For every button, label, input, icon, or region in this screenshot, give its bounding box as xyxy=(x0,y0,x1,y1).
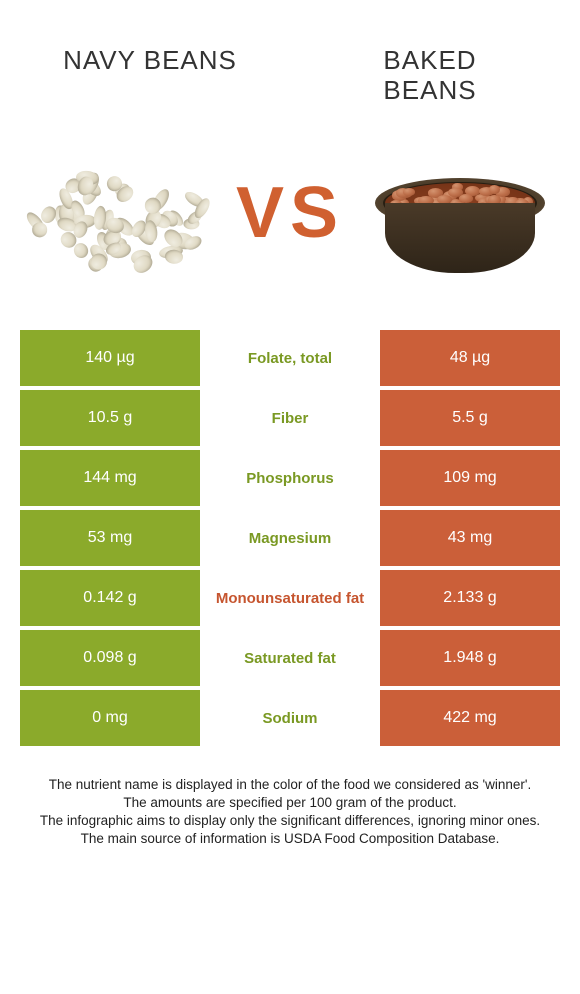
hero-row: VS xyxy=(0,105,580,295)
nutrient-value-left: 10.5 g xyxy=(20,390,200,446)
infographic-container: NAVY BEANS BAKEDBEANS VS 140 µgFolate, t… xyxy=(0,0,580,994)
table-row: 53 mgMagnesium43 mg xyxy=(20,510,560,566)
title-left: NAVY BEANS xyxy=(50,45,250,105)
footnote-line: The infographic aims to display only the… xyxy=(24,812,556,830)
footnote-line: The amounts are specified per 100 gram o… xyxy=(24,794,556,812)
table-row: 140 µgFolate, total48 µg xyxy=(20,330,560,386)
nutrient-label: Sodium xyxy=(200,690,380,746)
bowl-icon xyxy=(375,158,545,278)
footnotes: The nutrient name is displayed in the co… xyxy=(24,776,556,848)
nutrient-value-right: 43 mg xyxy=(380,510,560,566)
vs-label: VS xyxy=(236,172,344,254)
nutrient-value-left: 144 mg xyxy=(20,450,200,506)
nutrient-value-right: 1.948 g xyxy=(380,630,560,686)
title-right: BAKEDBEANS xyxy=(330,45,530,105)
nutrient-label: Monounsaturated fat xyxy=(200,570,380,626)
nutrient-label: Fiber xyxy=(200,390,380,446)
nutrition-table: 140 µgFolate, total48 µg10.5 gFiber5.5 g… xyxy=(20,330,560,746)
nutrient-label: Folate, total xyxy=(200,330,380,386)
footnote-line: The main source of information is USDA F… xyxy=(24,830,556,848)
titles-row: NAVY BEANS BAKEDBEANS xyxy=(0,0,580,105)
nutrient-value-right: 422 mg xyxy=(380,690,560,746)
footnote-line: The nutrient name is displayed in the co… xyxy=(24,776,556,794)
nutrient-label: Magnesium xyxy=(200,510,380,566)
nutrient-value-left: 53 mg xyxy=(20,510,200,566)
table-row: 0 mgSodium422 mg xyxy=(20,690,560,746)
nutrient-value-left: 0 mg xyxy=(20,690,200,746)
table-row: 144 mgPhosphorus109 mg xyxy=(20,450,560,506)
table-row: 0.142 gMonounsaturated fat2.133 g xyxy=(20,570,560,626)
baked-beans-illustration xyxy=(370,143,550,283)
nutrient-value-right: 5.5 g xyxy=(380,390,560,446)
table-row: 0.098 gSaturated fat1.948 g xyxy=(20,630,560,686)
nutrient-label: Phosphorus xyxy=(200,450,380,506)
nutrient-label: Saturated fat xyxy=(200,630,380,686)
nutrient-value-right: 109 mg xyxy=(380,450,560,506)
nutrient-value-left: 0.098 g xyxy=(20,630,200,686)
nutrient-value-left: 0.142 g xyxy=(20,570,200,626)
navy-beans-illustration xyxy=(30,143,210,283)
nutrient-value-left: 140 µg xyxy=(20,330,200,386)
nutrient-value-right: 2.133 g xyxy=(380,570,560,626)
nutrient-value-right: 48 µg xyxy=(380,330,560,386)
table-row: 10.5 gFiber5.5 g xyxy=(20,390,560,446)
